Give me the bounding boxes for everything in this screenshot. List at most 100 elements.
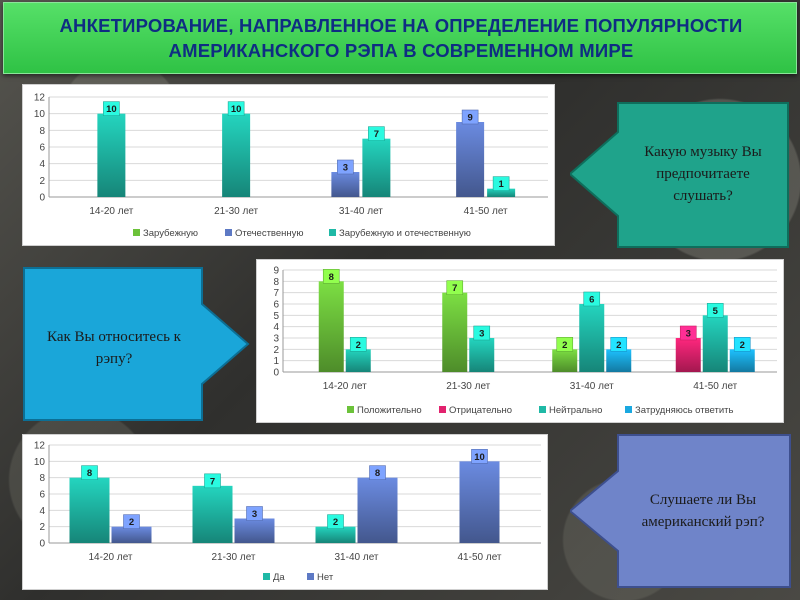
data-label: 8 bbox=[375, 468, 380, 479]
question-music-text: Какую музыку Вы предпочитаете слушать? bbox=[644, 144, 762, 204]
bar-4-3 bbox=[702, 315, 728, 372]
slide-title: АНКЕТИРОВАНИЕ, НАПРАВЛЕННОЕ НА ОПРЕДЕЛЕН… bbox=[59, 15, 743, 61]
y-tick-label: 10 bbox=[34, 457, 46, 468]
legend-swatch bbox=[263, 573, 270, 580]
data-label-badge bbox=[246, 506, 263, 521]
x-tick-label: 14-20 лет bbox=[89, 552, 133, 563]
callout-arrow-left-shape bbox=[570, 434, 791, 588]
y-tick-label: 2 bbox=[39, 176, 45, 187]
bar-2-3 bbox=[222, 113, 251, 197]
bar-3-4 bbox=[606, 349, 632, 372]
x-tick-label: 41-50 лет bbox=[458, 552, 502, 563]
y-tick-label: 1 bbox=[273, 356, 279, 367]
legend-label: Положительно bbox=[357, 405, 422, 416]
legend-swatch bbox=[625, 406, 632, 413]
y-tick-label: 7 bbox=[273, 288, 279, 299]
legend-label: Затрудняюсь ответить bbox=[635, 405, 734, 416]
y-tick-label: 8 bbox=[39, 473, 45, 484]
y-tick-label: 12 bbox=[34, 441, 46, 452]
data-label: 3 bbox=[252, 509, 257, 520]
legend-swatch bbox=[225, 229, 232, 236]
chart-panel-american-rap: 0 2 4 6 8 10 12 8 2 14-20 лет 7 3 21-30 лет 2 8 31-40 л… bbox=[22, 434, 548, 590]
y-tick-label: 2 bbox=[273, 345, 279, 356]
chart-panel-rap-attitude: 0 1 2 3 4 5 6 7 8 9 8 2 14-20 лет 7 3 21-30 лет 2 6 2 31-40… bbox=[256, 259, 784, 423]
y-tick-label: 6 bbox=[39, 143, 45, 154]
question-callout-american-rap: Слушаете ли Вы американский рэп? bbox=[570, 433, 792, 589]
question-callout-music: Какую музыку Вы предпочитаете слушать? bbox=[570, 97, 790, 251]
bar-1-3 bbox=[97, 113, 126, 197]
data-label-badge bbox=[473, 325, 491, 341]
question-american-rap-text: Слушаете ли Вы американский рэп? bbox=[641, 492, 765, 530]
data-label-badge bbox=[227, 101, 245, 116]
data-label-badge bbox=[369, 465, 386, 480]
bar-1-3 bbox=[345, 349, 371, 372]
y-tick-label: 4 bbox=[39, 506, 45, 517]
data-label: 8 bbox=[87, 468, 92, 479]
bar-1-1 bbox=[318, 281, 344, 372]
data-label: 2 bbox=[333, 517, 338, 528]
data-label: 5 bbox=[713, 306, 719, 317]
data-label: 6 bbox=[589, 295, 594, 306]
data-label-badge bbox=[327, 514, 344, 529]
data-label-badge bbox=[337, 159, 354, 175]
data-label-badge bbox=[349, 337, 367, 352]
y-tick-label: 0 bbox=[39, 539, 45, 550]
data-label: 7 bbox=[374, 129, 379, 140]
data-label-badge bbox=[733, 337, 751, 352]
bar-1-1 bbox=[69, 477, 110, 543]
data-label: 2 bbox=[356, 340, 361, 351]
x-tick-label: 41-50 лет bbox=[693, 381, 737, 392]
data-label: 1 bbox=[498, 179, 504, 190]
data-label: 7 bbox=[452, 283, 457, 294]
y-tick-label: 3 bbox=[273, 334, 279, 345]
data-label: 2 bbox=[129, 517, 134, 528]
bar-3-2 bbox=[357, 477, 398, 543]
legend-label: Зарубежную bbox=[143, 228, 198, 239]
legend-label: Нет bbox=[317, 572, 334, 583]
callout-arrow-right-shape bbox=[23, 267, 250, 421]
bar-2-1 bbox=[192, 485, 233, 543]
legend-swatch bbox=[439, 406, 446, 413]
bar-2-2 bbox=[234, 518, 275, 543]
y-tick-label: 9 bbox=[273, 266, 279, 277]
y-tick-label: 10 bbox=[34, 109, 46, 120]
data-label-badge bbox=[679, 325, 697, 341]
data-label-badge bbox=[471, 449, 488, 464]
bar-2-3 bbox=[469, 338, 495, 372]
bar-4-3 bbox=[487, 188, 516, 197]
legend-label: Отечественную bbox=[235, 228, 304, 239]
legend-label: Да bbox=[273, 572, 285, 583]
legend-swatch bbox=[133, 229, 140, 236]
bar-3-3 bbox=[579, 304, 605, 372]
bar-3-1 bbox=[315, 526, 356, 543]
data-label: 2 bbox=[740, 340, 745, 351]
chart-music-preference: 0 2 4 6 8 10 12 10 14-20 лет 10 21-30 лет 3 7 31-40 л… bbox=[34, 93, 548, 239]
data-label-badge bbox=[81, 465, 98, 480]
bar-4-2 bbox=[459, 461, 500, 543]
x-tick-label: 41-50 лет bbox=[464, 206, 508, 217]
data-label: 9 bbox=[467, 113, 472, 124]
x-tick-label: 31-40 лет bbox=[335, 552, 379, 563]
data-label: 2 bbox=[616, 340, 621, 351]
data-label-badge bbox=[446, 280, 464, 295]
legend-label: Отрицательно bbox=[449, 405, 512, 416]
y-tick-label: 2 bbox=[39, 522, 45, 533]
data-label: 10 bbox=[106, 104, 117, 115]
x-tick-label: 14-20 лет bbox=[89, 206, 133, 217]
chart-american-rap: 0 2 4 6 8 10 12 8 2 14-20 лет 7 3 21-30 лет 2 8 31-40 л… bbox=[34, 441, 541, 583]
bar-4-2 bbox=[456, 122, 485, 197]
data-label: 10 bbox=[231, 104, 242, 115]
data-label-badge bbox=[103, 101, 120, 116]
legend-swatch bbox=[347, 406, 354, 413]
x-tick-label: 31-40 лет bbox=[570, 381, 614, 392]
legend-label: Нейтрально bbox=[549, 405, 602, 416]
y-tick-label: 0 bbox=[273, 368, 279, 379]
y-tick-label: 6 bbox=[39, 490, 45, 501]
x-tick-label: 21-30 лет bbox=[214, 206, 258, 217]
bar-3-1 bbox=[552, 349, 578, 372]
data-label-badge bbox=[204, 473, 221, 489]
bar-4-2 bbox=[675, 338, 701, 372]
y-tick-label: 8 bbox=[39, 126, 45, 137]
data-label-badge bbox=[492, 176, 510, 191]
data-label: 8 bbox=[329, 272, 334, 283]
